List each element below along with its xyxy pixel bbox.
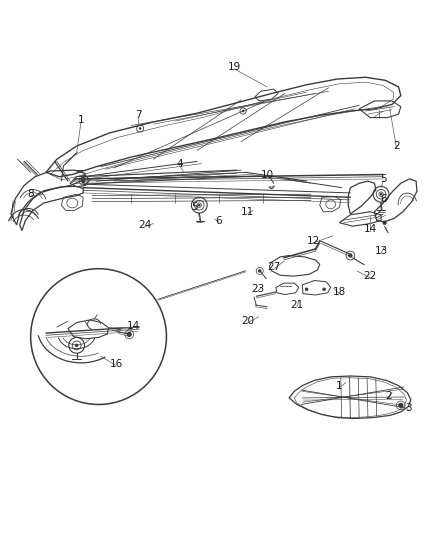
Text: 2: 2 — [385, 391, 392, 401]
Text: 12: 12 — [307, 236, 320, 246]
Text: 8: 8 — [27, 189, 34, 199]
Text: 18: 18 — [333, 287, 346, 297]
Text: 16: 16 — [110, 359, 123, 369]
Text: 1: 1 — [78, 115, 85, 125]
Text: 27: 27 — [267, 262, 280, 272]
Text: 6: 6 — [380, 193, 387, 204]
Text: 24: 24 — [138, 220, 151, 230]
Text: 20: 20 — [241, 316, 254, 326]
Text: 14: 14 — [364, 224, 377, 235]
Text: 11: 11 — [241, 207, 254, 217]
Circle shape — [242, 110, 244, 112]
Text: 13: 13 — [374, 246, 388, 256]
Text: 5: 5 — [191, 203, 198, 212]
Text: 14: 14 — [127, 321, 140, 330]
Text: 6: 6 — [215, 215, 223, 225]
Circle shape — [305, 287, 308, 291]
Text: 2: 2 — [393, 141, 400, 151]
Text: 1: 1 — [336, 381, 343, 391]
Circle shape — [258, 269, 261, 273]
Circle shape — [127, 332, 132, 337]
Circle shape — [382, 221, 387, 225]
Text: 5: 5 — [380, 174, 387, 184]
Text: 23: 23 — [251, 284, 264, 294]
Circle shape — [198, 204, 201, 206]
Text: 10: 10 — [261, 169, 274, 180]
Text: 7: 7 — [134, 110, 141, 120]
Text: 3: 3 — [405, 402, 412, 413]
Circle shape — [75, 344, 78, 347]
Circle shape — [398, 403, 403, 408]
Circle shape — [81, 179, 85, 183]
Text: 21: 21 — [290, 300, 304, 310]
Circle shape — [348, 253, 353, 258]
Circle shape — [139, 127, 141, 130]
Text: 22: 22 — [364, 271, 377, 281]
Circle shape — [380, 193, 382, 196]
Text: 4: 4 — [176, 159, 183, 168]
Text: 19: 19 — [228, 62, 241, 72]
Circle shape — [322, 287, 326, 291]
